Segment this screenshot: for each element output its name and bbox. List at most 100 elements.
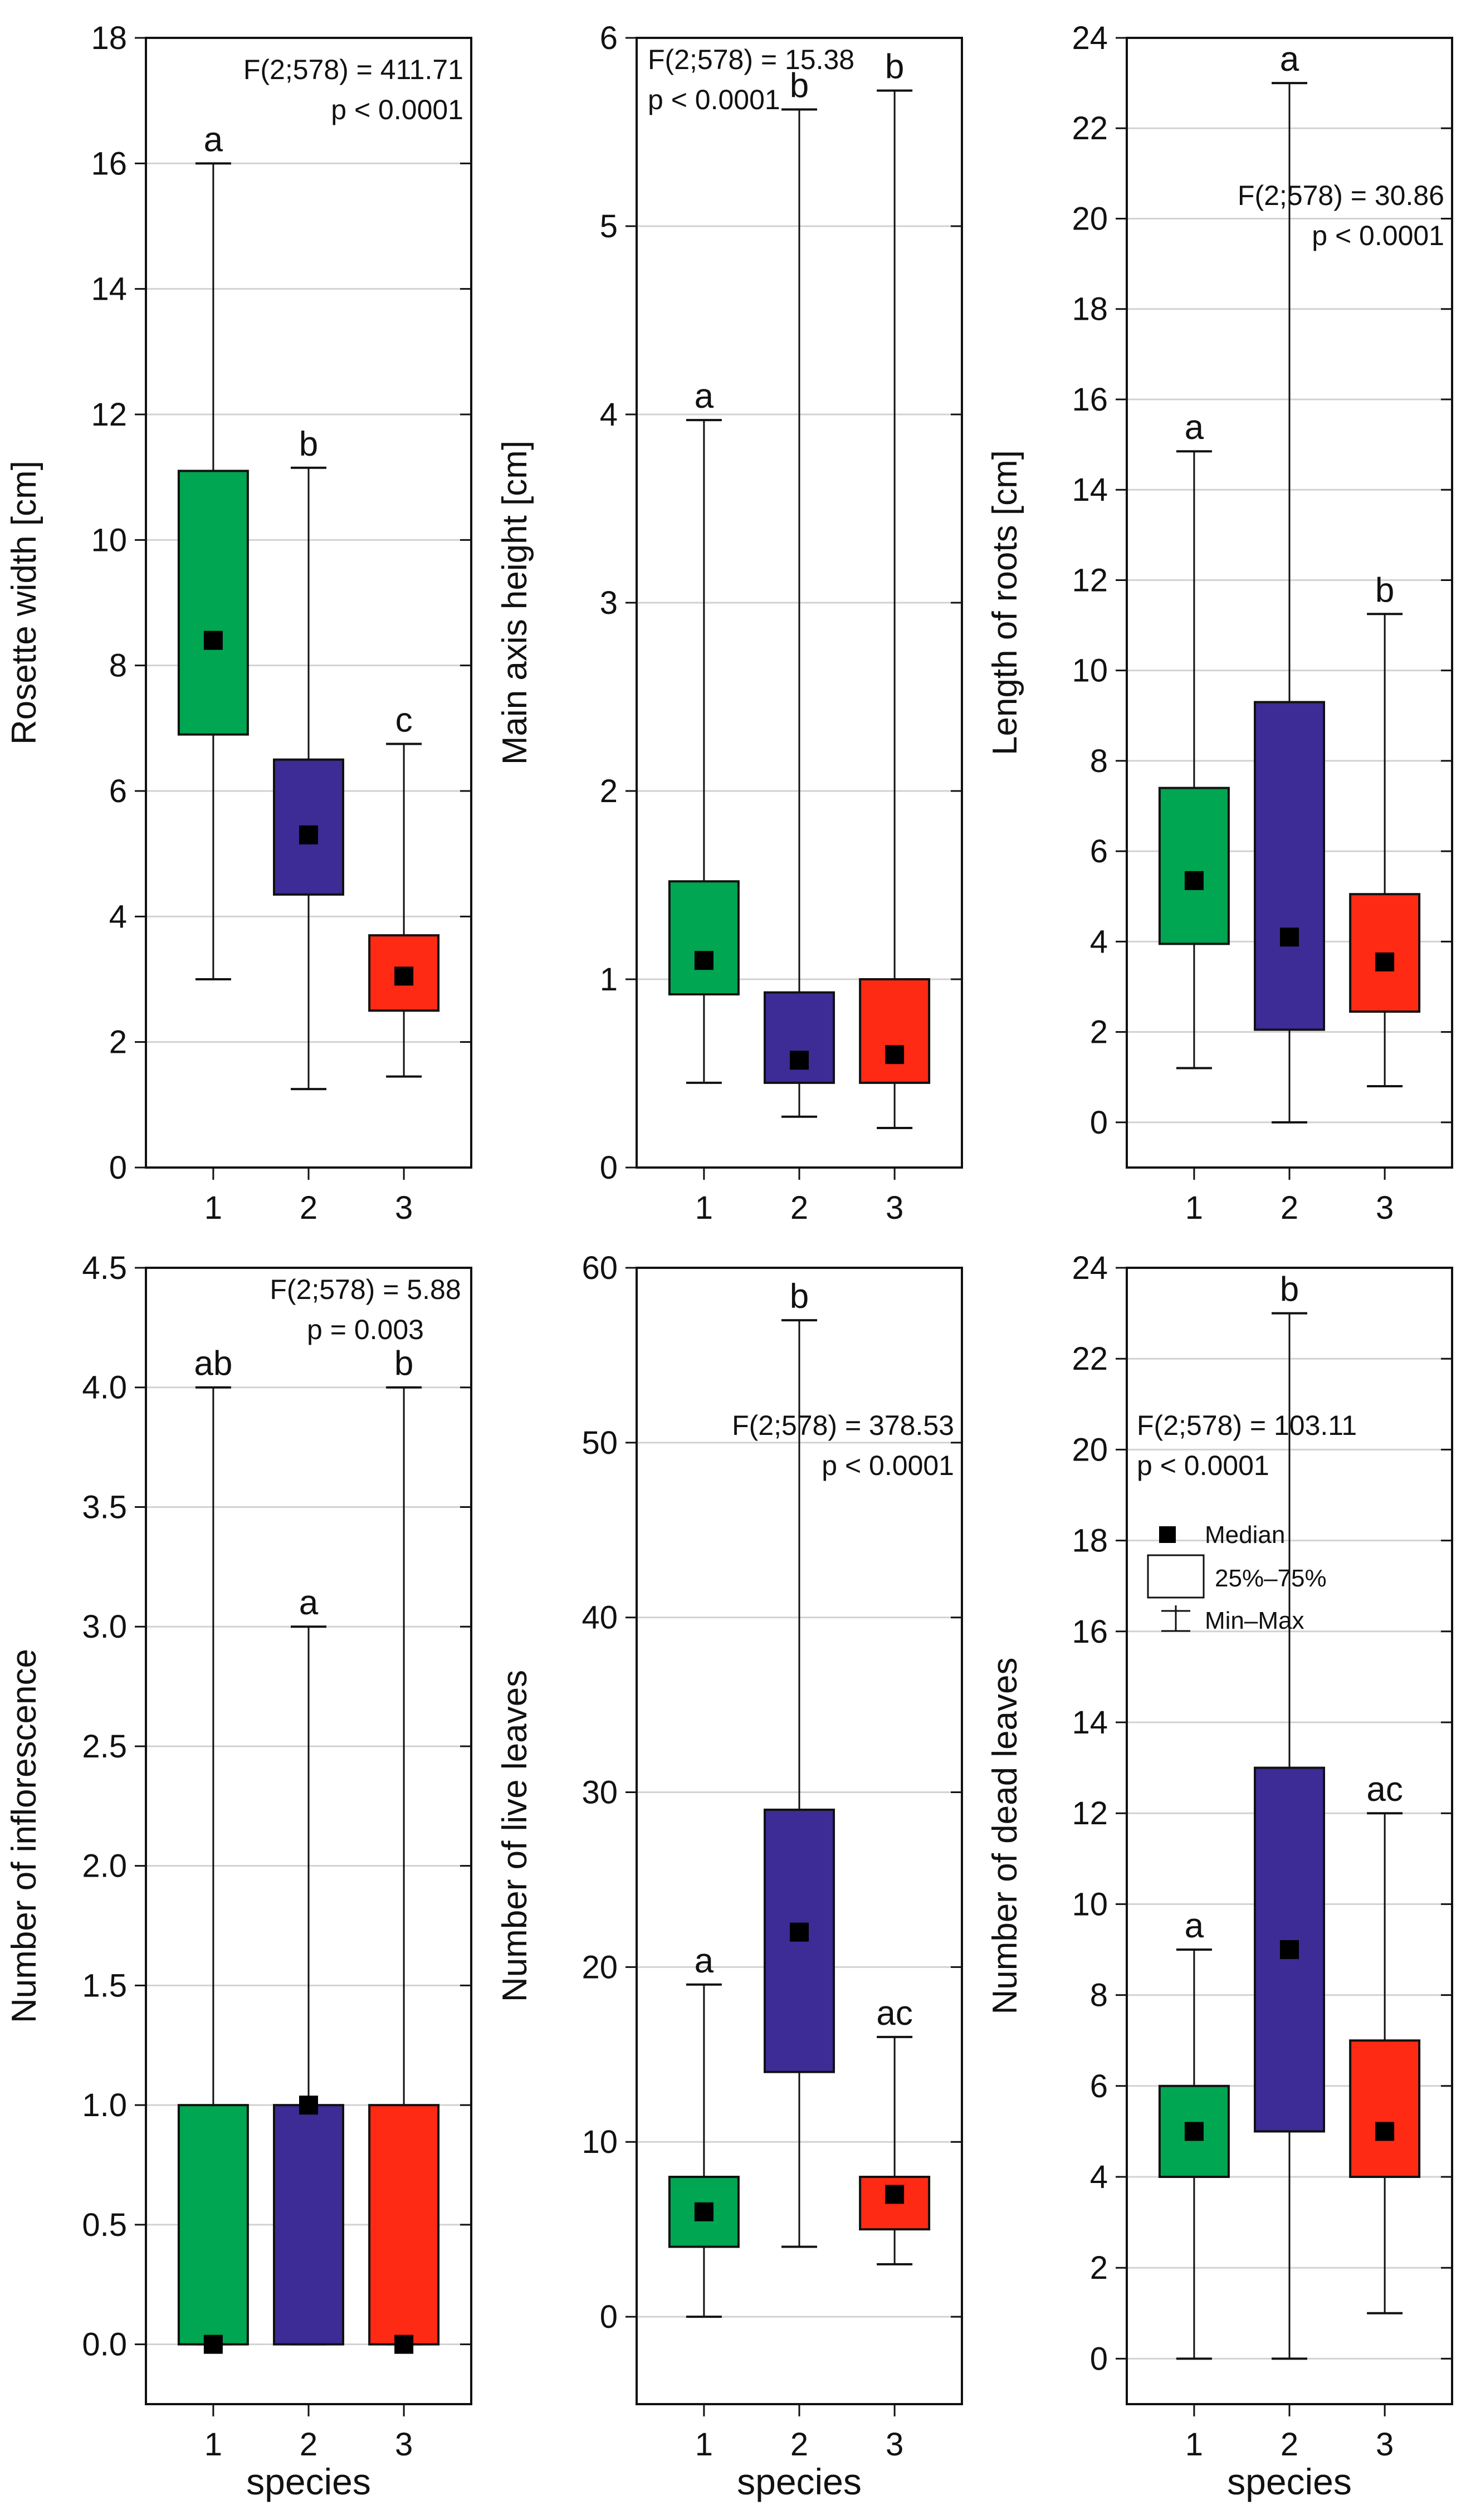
y-tick-label: 14 <box>91 271 127 307</box>
significance-letter: a <box>695 1942 714 1980</box>
box-species-2: a <box>1254 40 1325 1124</box>
significance-letter: ab <box>194 1345 232 1383</box>
median-marker <box>885 2185 905 2204</box>
y-tick-label: 6 <box>1090 833 1108 870</box>
legend-box-swatch <box>1147 1554 1205 1599</box>
y-tick-label: 4.5 <box>82 1250 127 1286</box>
significance-letter: b <box>885 48 904 86</box>
stat-annotation-line: p < 0.0001 <box>1137 1450 1269 1481</box>
x-tick-label: 3 <box>886 1190 903 1226</box>
box-species-1: a <box>1158 408 1230 1069</box>
box-species-3: ac <box>1349 1770 1421 2314</box>
y-tick-label: 10 <box>1072 1886 1108 1922</box>
box-species-3: b <box>859 48 931 1130</box>
x-tick-label: 2 <box>790 1190 808 1226</box>
y-tick-label: 10 <box>91 522 127 558</box>
median-marker <box>694 951 714 970</box>
stat-annotation-line: p < 0.0001 <box>822 1450 954 1481</box>
y-tick-label: 18 <box>1072 291 1108 328</box>
box-species-2: b <box>764 1277 835 2248</box>
median-marker <box>203 631 223 650</box>
y-tick-label: 16 <box>1072 382 1108 418</box>
median-marker <box>299 825 318 844</box>
box-species-3: b <box>1349 571 1421 1087</box>
box-species-1: a <box>177 120 249 980</box>
iqr-box <box>273 2104 344 2346</box>
y-tick-label: 3.5 <box>82 1489 127 1525</box>
y-tick-label: 8 <box>1090 743 1108 779</box>
x-tick-label: 2 <box>300 1190 317 1226</box>
legend: Median 25%–75% Min–Max <box>1147 1521 1327 1634</box>
y-tick-label: 24 <box>1072 1250 1108 1286</box>
y-tick-label: 50 <box>581 1425 618 1461</box>
y-axis-label: Length of roots [cm] <box>986 450 1024 755</box>
y-tick-label: 4 <box>1090 2159 1108 2195</box>
x-tick-label: 1 <box>204 2426 222 2463</box>
significance-letter: c <box>395 701 413 740</box>
y-axis-label: Number of inflorescence <box>5 1649 43 2023</box>
box-species-1: a <box>1158 1907 1230 2360</box>
x-tick-label: 3 <box>886 2426 903 2463</box>
y-tick-label: 0 <box>1090 2341 1108 2377</box>
median-marker <box>790 1051 809 1070</box>
box-species-2: a <box>273 1584 344 2346</box>
iqr-box <box>368 2104 440 2346</box>
significance-letter: a <box>1280 40 1299 79</box>
significance-letter: a <box>204 120 223 159</box>
median-marker <box>1184 871 1204 890</box>
box-species-1: a <box>668 377 740 1084</box>
median-marker <box>1375 952 1395 971</box>
x-axis-label: species <box>246 2461 371 2502</box>
stat-annotation-line: F(2;578) = 15.38 <box>648 44 854 75</box>
x-tick-label: 2 <box>1281 2426 1298 2463</box>
y-tick-label: 16 <box>91 145 127 182</box>
y-tick-label: 4 <box>109 898 127 935</box>
x-tick-label: 3 <box>395 2426 413 2463</box>
y-tick-label: 4.0 <box>82 1370 127 1406</box>
y-tick-label: 6 <box>109 773 127 809</box>
x-axis-label: species <box>737 2461 862 2502</box>
y-tick-label: 2 <box>1090 1014 1108 1051</box>
y-tick-label: 0 <box>1090 1105 1108 1141</box>
y-tick-label: 3.0 <box>82 1609 127 1645</box>
median-marker <box>394 966 414 986</box>
y-tick-label: 20 <box>1072 201 1108 237</box>
y-tick-label: 6 <box>1090 2068 1108 2104</box>
box-species-1: a <box>668 1942 740 2318</box>
y-tick-label: 4 <box>600 397 618 433</box>
stat-annotation-line: p < 0.0001 <box>648 84 780 115</box>
y-tick-label: 14 <box>1072 1705 1108 1741</box>
stat-annotation-line: p < 0.0001 <box>331 94 463 125</box>
iqr-box <box>859 978 931 1084</box>
x-tick-label: 2 <box>790 2426 808 2463</box>
y-tick-label: 14 <box>1072 472 1108 508</box>
stat-annotation-line: p = 0.003 <box>307 1314 424 1345</box>
y-tick-label: 2.0 <box>82 1848 127 1884</box>
y-tick-label: 18 <box>91 20 127 56</box>
y-tick-label: 0 <box>109 1150 127 1186</box>
iqr-box <box>1158 787 1230 945</box>
x-tick-label: 2 <box>1281 1190 1298 1226</box>
y-tick-label: 10 <box>581 2124 618 2160</box>
y-tick-label: 6 <box>600 20 618 56</box>
median-marker <box>299 2096 318 2115</box>
y-tick-label: 10 <box>1072 653 1108 689</box>
y-tick-label: 0 <box>600 2299 618 2335</box>
median-marker <box>1375 2122 1395 2141</box>
median-marker <box>394 2335 414 2354</box>
iqr-box <box>177 2104 249 2346</box>
median-marker <box>790 1922 809 1942</box>
y-tick-label: 12 <box>1072 562 1108 598</box>
y-tick-label: 20 <box>1072 1432 1108 1468</box>
significance-letter: a <box>695 377 714 416</box>
stat-annotation-line: p < 0.0001 <box>1312 220 1444 251</box>
x-tick-label: 1 <box>1185 2426 1203 2463</box>
x-tick-label: 3 <box>1376 2426 1394 2463</box>
y-tick-label: 2.5 <box>82 1728 127 1765</box>
y-tick-label: 0.0 <box>82 2327 127 2363</box>
significance-letter: a <box>1185 1907 1204 1945</box>
significance-letter: a <box>1185 408 1204 447</box>
